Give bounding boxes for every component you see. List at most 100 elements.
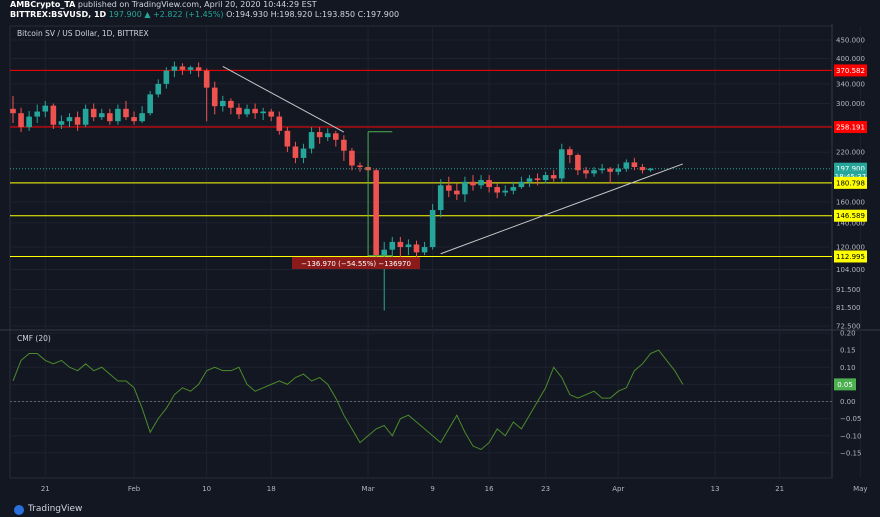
candle-body: [252, 108, 258, 114]
price-label-box: [834, 209, 867, 222]
candle-body: [583, 170, 589, 174]
candle-body: [486, 180, 492, 188]
x-tick-label: Feb: [128, 485, 141, 493]
candle-body: [115, 108, 121, 122]
candle-body: [147, 94, 153, 114]
publish-text: published on TradingView.com, April 20, …: [77, 0, 317, 9]
price-change: ▲ +2.822 (+1.45%): [144, 10, 224, 19]
candle-body: [437, 185, 444, 211]
y-tick-label: 140.000: [836, 219, 865, 227]
candle-body: [349, 150, 355, 166]
candle-body: [211, 87, 218, 107]
candle-body: [244, 108, 250, 115]
candle-body: [82, 108, 89, 125]
candle-body: [470, 181, 476, 186]
y-tick-label: 400.000: [836, 55, 865, 63]
candle-body: [107, 113, 113, 122]
candle-body: [187, 67, 194, 70]
candle-body: [220, 100, 226, 107]
candle-body: [171, 66, 178, 71]
y-tick-label: 91.500: [836, 286, 861, 294]
candle-body: [324, 133, 331, 138]
candle-body: [413, 244, 420, 253]
chart-canvas[interactable]: 21Feb1018Mar91623Apr1321May1119450.00040…: [0, 24, 880, 503]
candle-body: [615, 168, 622, 172]
candle-body: [623, 162, 630, 169]
publish-info: AMBCrypto_TA published on TradingView.co…: [10, 0, 317, 10]
candle-body: [228, 100, 234, 108]
y-tick-label: 72.500: [836, 323, 861, 331]
cmf-title: CMF (20): [17, 334, 51, 343]
candle-body: [268, 111, 275, 117]
candle-body: [639, 167, 646, 171]
candle-body: [462, 181, 468, 195]
tradingview-logo-icon: [14, 505, 24, 515]
candle-body: [357, 165, 363, 168]
candle-body: [526, 178, 533, 182]
chart-title: Bitcoin SV / US Dollar, 1D, BITTREX: [17, 29, 149, 38]
candle-body: [599, 168, 605, 171]
candle-body: [195, 67, 202, 71]
candle-body: [10, 108, 16, 114]
candle-body: [341, 139, 347, 151]
candle-body: [98, 113, 105, 118]
y-tick-label: 220.000: [836, 149, 865, 157]
y-tick-label: 104.000: [836, 266, 865, 274]
x-tick-label: 18: [267, 485, 276, 493]
candle-body: [542, 175, 549, 181]
candle-body: [550, 175, 557, 179]
candle-body: [316, 132, 323, 138]
author-name[interactable]: AMBCrypto_TA: [10, 0, 76, 9]
cmf-value-box: [834, 378, 856, 391]
x-tick-label: 13: [711, 485, 720, 493]
y-tick-label: 120.000: [836, 244, 865, 252]
candle-body: [131, 117, 137, 122]
candle-body: [478, 180, 484, 186]
price-label-box: [834, 176, 867, 189]
y-tick-label: 300.000: [836, 100, 865, 108]
candle-body: [518, 181, 525, 188]
candle-body: [502, 190, 509, 193]
candle-body: [429, 210, 436, 248]
brand-name: TradingView: [28, 504, 83, 514]
cmf-tick-label: −0.15: [840, 449, 861, 457]
candle-body: [510, 187, 517, 191]
footer: TradingView: [0, 503, 880, 517]
price-label: 146.589: [836, 212, 865, 220]
candle-body: [575, 154, 581, 171]
trendline: [222, 66, 345, 133]
candle-body: [534, 178, 541, 181]
candle-body: [123, 108, 129, 118]
candle-body: [276, 116, 283, 131]
price-label: 258.191: [836, 124, 865, 132]
candle-body: [26, 116, 32, 128]
cmf-tick-label: −0.05: [840, 415, 861, 423]
y-tick-label: 160.000: [836, 198, 865, 206]
candle-body: [260, 111, 266, 114]
candle-body: [66, 117, 73, 122]
price-label: 112.995: [836, 253, 865, 261]
candle-body: [631, 162, 638, 168]
y-tick-label: 81.500: [836, 304, 861, 312]
cmf-line: [12, 349, 684, 451]
x-tick-label: Mar: [361, 485, 374, 493]
candle-body: [494, 187, 500, 193]
candle-body: [90, 108, 97, 118]
trendline: [440, 163, 683, 255]
y-tick-label: 340.000: [836, 80, 865, 88]
candle-body: [300, 148, 307, 158]
x-tick-label: Apr: [612, 485, 624, 493]
candle-body: [567, 149, 573, 155]
candle-body: [591, 170, 597, 174]
candle-body: [397, 241, 404, 248]
candle-body: [74, 117, 81, 125]
candle-body: [558, 149, 565, 179]
candle-body: [203, 70, 210, 88]
candle-body: [445, 185, 452, 191]
candle-body: [179, 66, 186, 70]
candle-body: [308, 132, 315, 149]
candle-body: [284, 130, 291, 147]
candle-body: [381, 249, 388, 256]
price-label-box: [834, 250, 867, 263]
candle-body: [50, 105, 57, 125]
